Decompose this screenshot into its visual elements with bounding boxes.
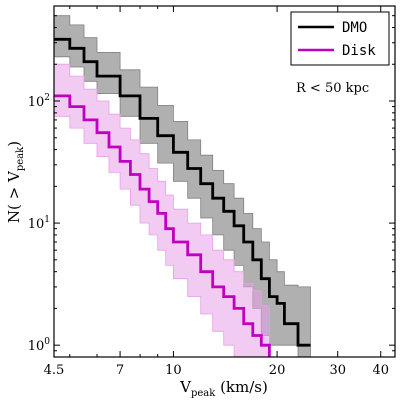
axis-ticks: 4.5 7 10 20 30 40 100 101 102 xyxy=(28,5,395,378)
y-tick-label: 100 xyxy=(28,337,51,354)
legend-box xyxy=(290,11,390,66)
band-dmo xyxy=(54,15,311,357)
x-tick-label: 30 xyxy=(329,363,346,378)
y-axis-label: N( > Vpeak) xyxy=(5,141,26,223)
legend: DMO Disk xyxy=(290,11,390,66)
y-tick-label: 102 xyxy=(28,93,50,110)
x-axis-label: Vpeak (km/s) xyxy=(179,378,268,399)
x-tick-label: 7 xyxy=(116,363,124,378)
line-disk xyxy=(54,94,271,357)
x-tick-label: 20 xyxy=(269,363,286,378)
annotation-text: R < 50 kpc xyxy=(296,81,369,96)
series-lines xyxy=(54,37,311,357)
legend-label-disk: Disk xyxy=(342,43,376,59)
x-tick-label: 40 xyxy=(372,363,389,378)
x-tick-label: 4.5 xyxy=(44,363,65,378)
plot-frame xyxy=(53,5,396,358)
y-tick-label: 101 xyxy=(28,215,50,232)
line-dmo xyxy=(54,37,311,347)
legend-label-dmo: DMO xyxy=(342,20,367,36)
x-tick-label: 10 xyxy=(165,363,182,378)
